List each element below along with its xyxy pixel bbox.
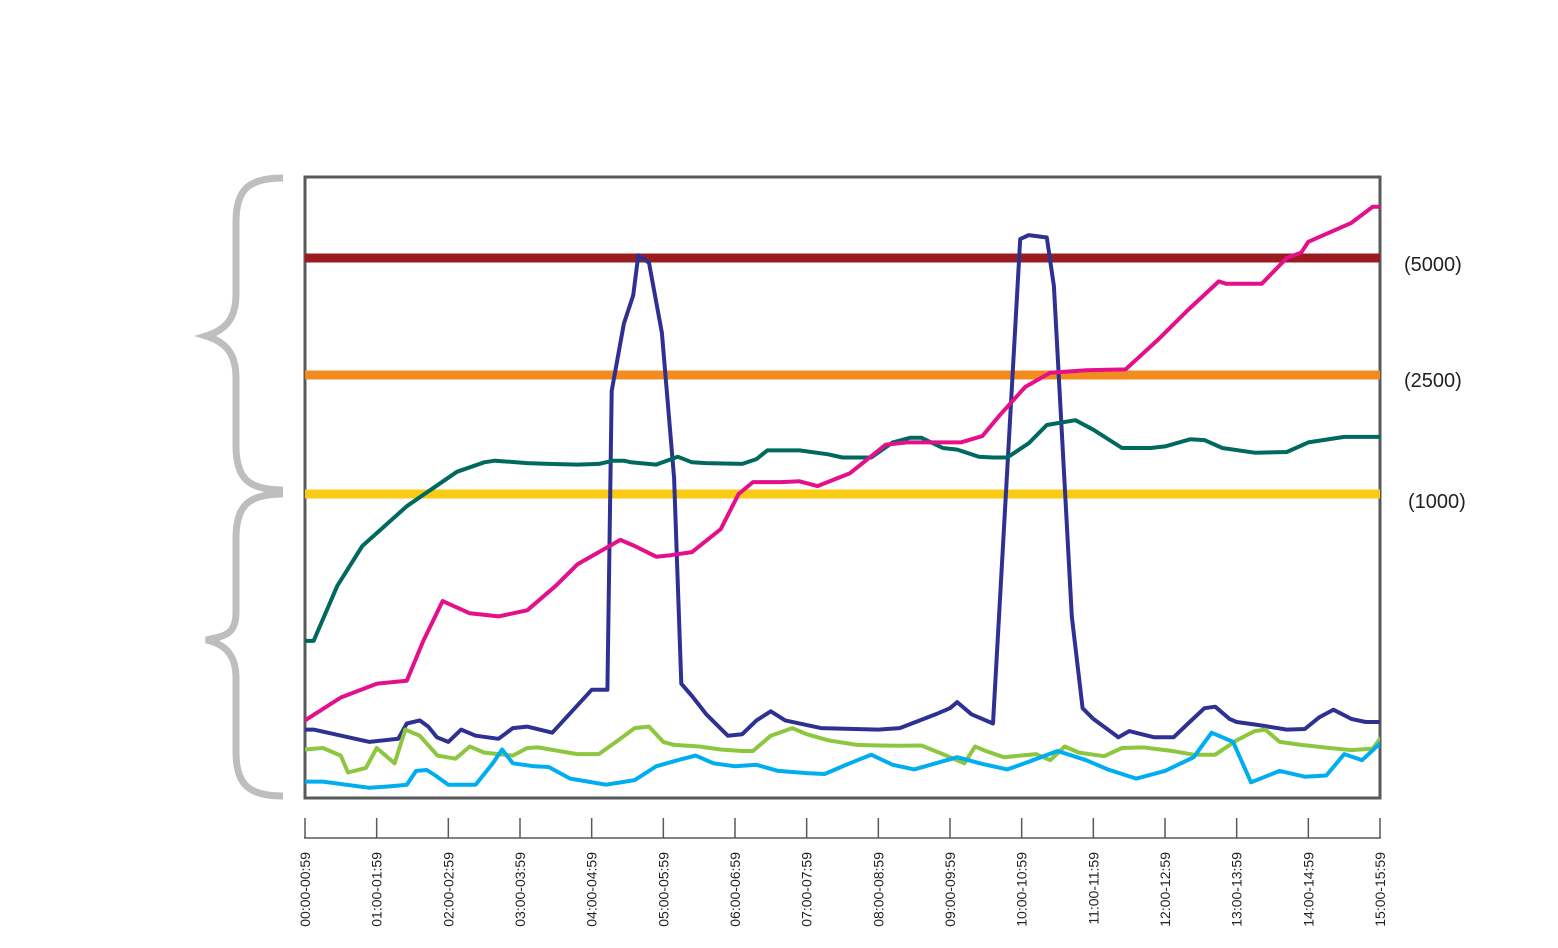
x-tick-label-9: 09:00-09:59 xyxy=(942,852,958,927)
x-tick-label-4: 04:00-04:59 xyxy=(584,852,600,927)
plot-area xyxy=(303,175,1382,800)
threshold-label-2500: (2500) xyxy=(1404,370,1462,392)
lower-curly-brace xyxy=(205,490,284,800)
series-line-magenta xyxy=(305,204,1380,723)
x-tick-label-0: 00:00-00:59 xyxy=(297,852,313,927)
x-tick-label-10: 10:00-10:59 xyxy=(1014,852,1030,927)
x-tick-label-12: 12:00-12:59 xyxy=(1157,852,1173,927)
series-line-teal xyxy=(305,418,1380,643)
series-line-green xyxy=(305,724,1380,775)
series-lines xyxy=(305,204,1380,790)
x-tick-label-7: 07:00-07:59 xyxy=(799,852,815,927)
x-tick-label-5: 05:00-05:59 xyxy=(655,852,671,927)
x-tick-label-13: 13:00-13:59 xyxy=(1229,852,1245,927)
x-axis: 00:00-00:59 01:00-01:59 02:00-02:59 03:00-0… xyxy=(297,818,1388,927)
x-tick-label-14: 14:00-14:59 xyxy=(1300,852,1316,927)
x-tick-label-8: 08:00-08:59 xyxy=(870,852,886,927)
x-tick-label-11: 11:00-11:59 xyxy=(1085,852,1101,925)
upper-curly-brace xyxy=(193,174,284,494)
x-tick-label-1: 01:00-01:59 xyxy=(369,852,385,927)
x-tick-label-2: 02:00-02:59 xyxy=(440,852,456,927)
threshold-label-5000: (5000) xyxy=(1404,254,1462,276)
x-tick-label-6: 06:00-06:59 xyxy=(727,852,743,927)
threshold-lines: (5000) (2500) (1000) xyxy=(305,253,1466,513)
series-line-cyan xyxy=(305,730,1380,790)
series-line-dark-blue xyxy=(305,233,1380,744)
x-tick-label-3: 03:00-03:59 xyxy=(512,852,528,927)
threshold-label-1000: (1000) xyxy=(1408,491,1466,513)
x-tick-label-15: 15:00-15:59 xyxy=(1372,852,1388,927)
